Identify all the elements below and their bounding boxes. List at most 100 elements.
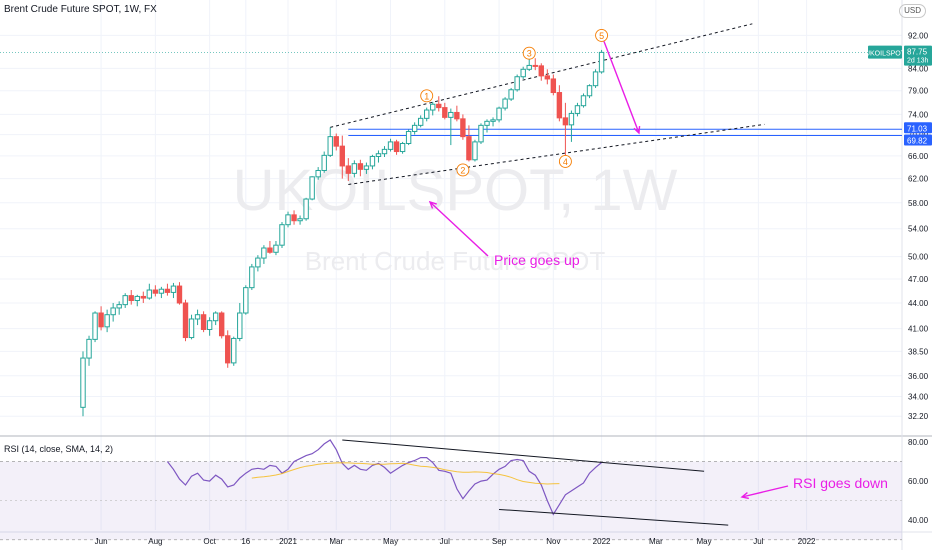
- candle-body: [514, 76, 520, 91]
- price-tick-label: 92.00: [908, 31, 929, 40]
- candle-body: [375, 153, 382, 157]
- candle-body: [478, 124, 484, 143]
- candle-body: [327, 136, 333, 156]
- time-tick-label: Oct: [203, 537, 216, 546]
- price-tick-label: 41.00: [908, 325, 929, 334]
- currency-badge[interactable]: USD: [899, 4, 926, 18]
- candle-body: [134, 295, 140, 302]
- candle-body: [466, 136, 472, 161]
- price-tick-label: 44.00: [908, 299, 929, 308]
- candle-body: [393, 141, 400, 153]
- price-tick-label: 32.20: [908, 412, 929, 421]
- price-annotation: Price goes up: [494, 252, 580, 268]
- candle-body: [176, 285, 183, 304]
- watermark-name: Brent Crude Future SPOT: [305, 246, 606, 276]
- last-price-value: 87.75: [907, 48, 928, 57]
- candle-body: [508, 89, 514, 100]
- projection-arrow[interactable]: [603, 41, 640, 134]
- level-tag-label: 71.03: [907, 124, 928, 133]
- candle-body: [436, 103, 442, 109]
- price-tick-label: 47.00: [908, 275, 929, 284]
- time-tick-label: Nov: [546, 537, 560, 546]
- wave-label: 5: [599, 31, 604, 41]
- rsi-trendline-1[interactable]: [342, 439, 705, 472]
- candle-body: [550, 78, 557, 94]
- candle-body: [586, 85, 593, 97]
- candle-body: [128, 295, 134, 302]
- candle-body: [387, 141, 394, 150]
- rsi-tick-label: 80.00: [908, 438, 929, 447]
- rsi-tick-label: 60.00: [908, 477, 929, 486]
- last-price-tag: [904, 45, 932, 66]
- candle-body: [490, 119, 496, 122]
- candle-body: [472, 141, 478, 161]
- candle-body: [249, 266, 255, 289]
- candle-body: [417, 117, 424, 126]
- candle-body: [502, 98, 508, 109]
- candle-body: [182, 302, 189, 339]
- candle-body: [194, 314, 201, 320]
- rsi-arrow[interactable]: [741, 485, 789, 498]
- bar-countdown: 2d 13h: [907, 58, 929, 65]
- candle-body: [399, 142, 406, 153]
- time-tick-label: Aug: [148, 537, 162, 546]
- level-tag: [904, 134, 932, 146]
- candle-body: [231, 337, 237, 364]
- price-tick-label: 84.00: [908, 64, 929, 73]
- candle-body: [333, 136, 339, 147]
- rsi-title: RSI (14, close, SMA, 14, 2): [4, 444, 114, 454]
- price-tick-label: 38.50: [908, 347, 929, 356]
- candle-body: [562, 117, 569, 126]
- candle-body: [442, 107, 448, 118]
- candle-body: [212, 312, 219, 322]
- candle-body: [430, 103, 436, 111]
- candle-body: [237, 312, 243, 339]
- price-tick-label: 36.00: [908, 372, 929, 381]
- candle-body: [448, 111, 454, 118]
- candle-body: [297, 218, 303, 222]
- wave-marker[interactable]: [558, 154, 572, 168]
- candle-body: [532, 64, 538, 67]
- time-tick-label: 2022: [798, 537, 816, 546]
- rsi-trendline-2[interactable]: [499, 508, 729, 526]
- price-tick-label: 74.00: [908, 110, 929, 119]
- candle-body: [279, 224, 285, 246]
- wave-marker[interactable]: [420, 89, 434, 103]
- time-tick-label: 2022: [593, 537, 611, 546]
- candle-body: [158, 288, 165, 294]
- candle-body: [285, 214, 291, 226]
- candle-body: [146, 289, 153, 299]
- time-tick-label: Sep: [492, 537, 507, 546]
- price-arrow[interactable]: [429, 201, 489, 257]
- price-tick-label: 34.00: [908, 392, 929, 401]
- symbol-tag-label: UKOILSPOT: [865, 51, 906, 58]
- wave-marker[interactable]: [522, 46, 536, 60]
- candle-body: [520, 68, 526, 78]
- projection-arrow-head: [633, 125, 641, 135]
- candle-body: [261, 247, 267, 259]
- candle-body: [309, 176, 315, 200]
- channel-line-lower[interactable]: [348, 123, 765, 185]
- wave-marker[interactable]: [456, 163, 470, 177]
- wave-label: 4: [563, 157, 568, 167]
- candle-body: [363, 165, 370, 170]
- candle-body: [556, 92, 563, 119]
- candle-body: [538, 65, 544, 77]
- price-tick-label: 79.00: [908, 87, 929, 96]
- candle-body: [218, 312, 225, 337]
- rsi-tick-label: 40.00: [908, 516, 929, 525]
- wave-label: 1: [424, 91, 429, 101]
- wave-marker[interactable]: [595, 28, 609, 42]
- candle-body: [369, 155, 376, 167]
- candle-body: [496, 107, 502, 121]
- time-tick-label: May: [383, 537, 398, 546]
- candle-body: [273, 244, 279, 253]
- candle-body: [140, 295, 147, 299]
- candle-body: [86, 338, 92, 359]
- candle-body: [405, 130, 412, 144]
- price-tick-label: 62.00: [908, 175, 929, 184]
- price-arrow-head: [428, 200, 437, 209]
- candle-body: [345, 165, 352, 174]
- candle-body: [351, 163, 358, 174]
- time-tick-label: Jul: [440, 537, 450, 546]
